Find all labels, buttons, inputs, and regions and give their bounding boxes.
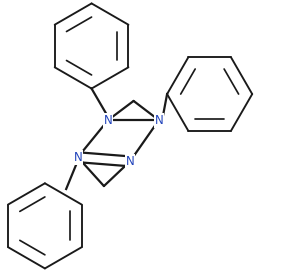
- Text: N: N: [126, 155, 135, 168]
- Text: N: N: [155, 114, 163, 127]
- Text: N: N: [74, 151, 82, 164]
- Text: N: N: [104, 114, 113, 127]
